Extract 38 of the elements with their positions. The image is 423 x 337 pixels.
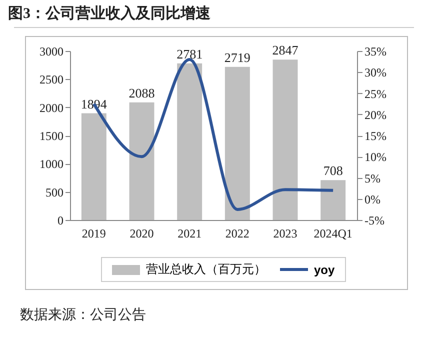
source-note: 数据来源：公司公告: [20, 306, 146, 324]
x-tick-label: 2024Q1: [314, 226, 352, 240]
bar: [81, 113, 106, 220]
x-tick-label: 2020: [130, 226, 154, 240]
x-tick-label: 2022: [225, 226, 250, 240]
y-tick-label: 1500: [40, 129, 64, 143]
y2-tick-label: 30%: [364, 66, 386, 80]
x-tick-label: 2023: [273, 226, 298, 240]
bar: [320, 180, 346, 220]
y2-tick-label: 20%: [364, 108, 386, 122]
x-tick-label: 2019: [82, 226, 106, 240]
data-label: 2847: [272, 42, 299, 58]
y-tick-label: 1000: [40, 157, 64, 172]
y-tick-label: 2500: [40, 72, 64, 87]
bar: [272, 60, 298, 220]
data-label: 708: [323, 163, 343, 178]
data-label: 2781: [176, 46, 203, 62]
y2-tick-label: 5%: [364, 171, 380, 186]
legend-label: yoy: [314, 262, 335, 276]
data-label: 2719: [224, 50, 250, 65]
bar: [177, 63, 202, 220]
y-tick-label: 500: [46, 185, 64, 200]
y2-tick-label: 15%: [364, 129, 386, 143]
legend-label: 营业总收入（百万元）: [146, 261, 266, 278]
y2-tick-label: 25%: [364, 86, 386, 101]
y2-tick-label: 35%: [364, 44, 386, 58]
bar: [224, 66, 250, 220]
y-tick-label: 0: [58, 214, 64, 228]
y2-tick-label: 10%: [364, 150, 386, 164]
chart-title: 图3：公司营业收入及同比增速: [8, 4, 210, 23]
bar: [129, 102, 154, 220]
y2-tick-label: -5%: [364, 214, 384, 228]
y-tick-label: 3000: [40, 44, 64, 58]
y-tick-label: 2000: [40, 100, 64, 115]
x-tick-label: 2021: [178, 226, 202, 240]
y2-tick-label: 0%: [364, 192, 380, 206]
data-label: 1894: [80, 96, 108, 112]
data-label: 2088: [128, 85, 155, 100]
